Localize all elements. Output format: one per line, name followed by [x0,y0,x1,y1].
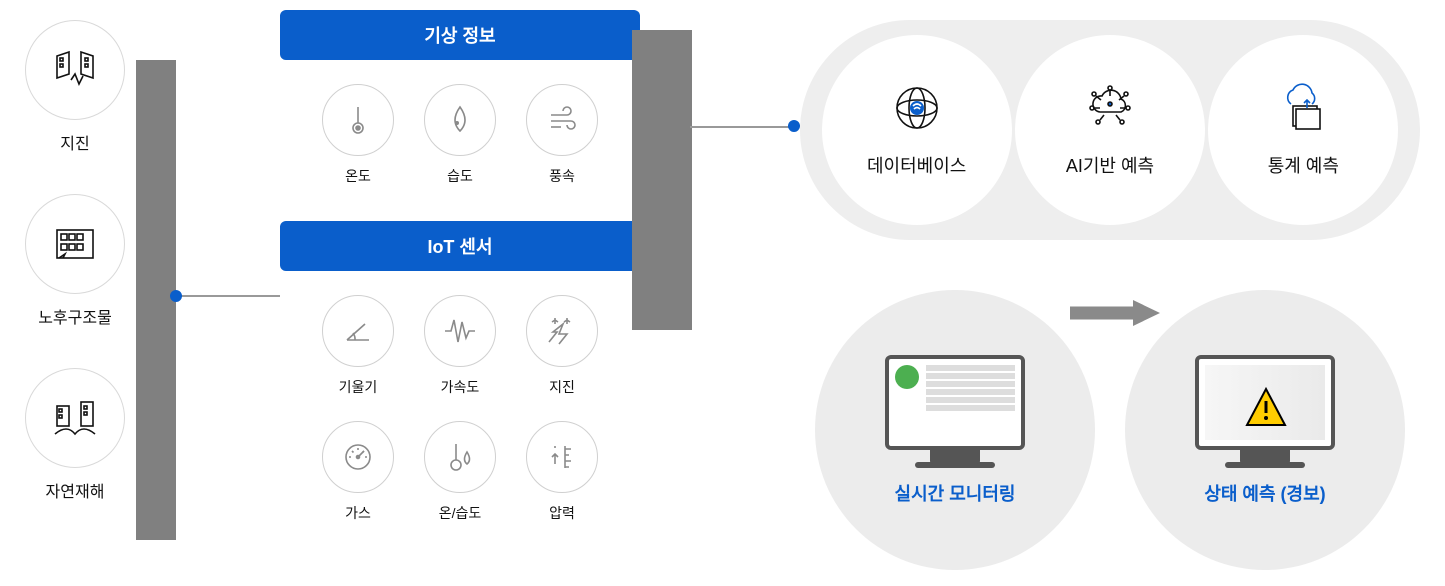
connector-line-mid [690,126,790,128]
thermo-drop-icon [443,440,477,474]
connector-node-mid [788,120,800,132]
processing-row: 데이터베이스 AI기반 예측 통계 예측 [800,20,1420,240]
sensor-seismic: 지진 [526,295,598,397]
disaster-icon [51,394,99,442]
dashboard-mini-icon [895,365,1015,440]
sensor-circle [322,295,394,367]
panel-iot: IoT 센서 기울기 가속도 지진 [280,221,640,523]
sensor-label: 압력 [549,503,575,523]
earthquake-buildings-icon [51,46,99,94]
processing-label: 데이터베이스 [867,152,966,178]
thermometer-icon [341,103,375,137]
sensor-circle [526,84,598,156]
panel-header: 기상 정보 [280,10,640,60]
warning-triangle-icon [1243,385,1289,431]
source-label: 자연재해 [46,478,105,502]
sensor-temphum: 온/습도 [424,421,496,523]
monitor-icon [1195,355,1335,450]
sensor-circle [322,84,394,156]
sensor-label: 온/습도 [439,503,482,523]
output-alert: 상태 예측 (경보) [1125,290,1405,570]
sensor-gas: 가스 [322,421,394,523]
wind-icon [545,103,579,137]
sensor-label: 기울기 [339,377,378,397]
sensor-circle [424,421,496,493]
source-item-old-structure: 노후구조물 [25,194,125,328]
processing-label: AI기반 예측 [1066,152,1154,178]
source-circle [25,194,125,294]
connector-bar-mid [632,30,692,330]
processing-ai: AI기반 예측 [1015,35,1205,225]
sensor-pressure: 압력 [526,421,598,523]
old-structure-icon [51,220,99,268]
sensor-circle [322,421,394,493]
stats-cloud-icon [1277,82,1329,134]
processing-label: 통계 예측 [1268,152,1339,178]
sensor-circle [424,295,496,367]
panel-row: 온도 습도 풍속 [280,84,640,186]
gauge-icon [341,440,375,474]
source-circle [25,368,125,468]
ai-cloud-icon [1084,82,1136,134]
seismic-icon [545,314,579,348]
sensor-wind: 풍속 [526,84,598,186]
sensor-label: 풍속 [549,166,575,186]
droplet-icon [443,103,477,137]
sensor-label: 가속도 [441,377,480,397]
source-label: 지진 [60,130,89,154]
monitor-icon [885,355,1025,450]
database-globe-icon [891,82,943,134]
alert-mini-icon [1205,365,1325,440]
pressure-icon [545,440,579,474]
sensor-label: 가스 [345,503,371,523]
sensor-circle [526,421,598,493]
panel-row: 기울기 가속도 지진 [280,295,640,397]
output-label: 실시간 모니터링 [895,480,1016,506]
sensor-label: 온도 [345,166,371,186]
processing-database: 데이터베이스 [822,35,1012,225]
sensor-temperature: 온도 [322,84,394,186]
connector-node-left [170,290,182,302]
source-item-disaster: 자연재해 [25,368,125,502]
connector-bar-left [136,60,176,540]
source-item-earthquake: 지진 [25,20,125,154]
source-label: 노후구조물 [38,304,112,328]
panel-row: 가스 온/습도 압력 [280,421,640,523]
panel-weather: 기상 정보 온도 습도 풍속 [280,10,640,186]
output-label: 상태 예측 (경보) [1204,480,1325,506]
source-circle [25,20,125,120]
angle-icon [341,314,375,348]
output-monitoring: 실시간 모니터링 [815,290,1095,570]
processing-stats: 통계 예측 [1208,35,1398,225]
sensor-accel: 가속도 [424,295,496,397]
source-column: 지진 노후구조물 [10,20,140,502]
sensor-circle [424,84,496,156]
waveform-icon [443,314,477,348]
middle-panels: 기상 정보 온도 습도 풍속 IoT 센서 [280,10,640,558]
sensor-label: 지진 [549,377,575,397]
panel-header: IoT 센서 [280,221,640,271]
connector-line-left [180,295,280,297]
sensor-label: 습도 [447,166,473,186]
sensor-humidity: 습도 [424,84,496,186]
sensor-tilt: 기울기 [322,295,394,397]
sensor-circle [526,295,598,367]
output-row: 실시간 모니터링 상태 예측 (경보) [800,290,1420,570]
